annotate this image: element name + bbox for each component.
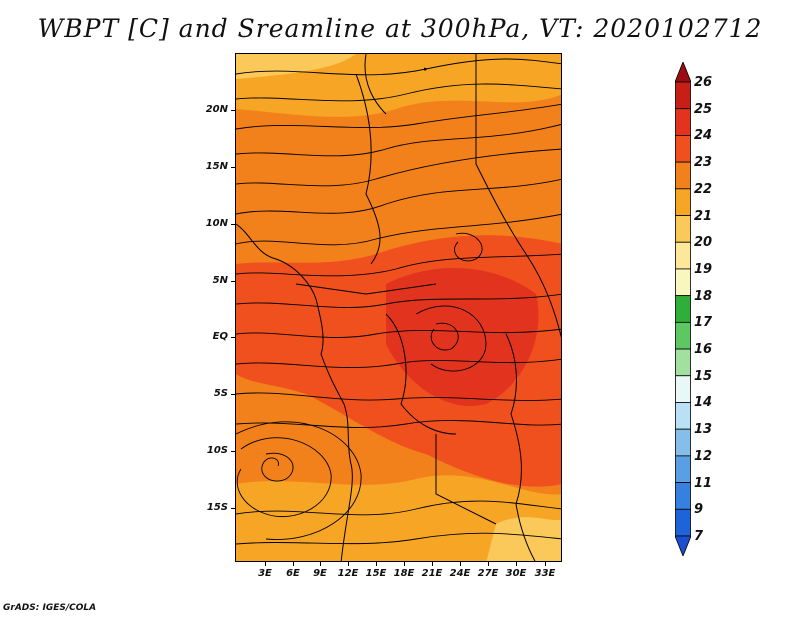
lon-label-21e: 21E: [421, 568, 443, 579]
lon-label-33e: 33E: [534, 568, 556, 579]
colorbar-label: 25: [694, 101, 713, 117]
colorbar-label: 15: [694, 368, 713, 384]
lon-label-24e: 24E: [449, 568, 471, 579]
colorbar-label: 23: [694, 155, 713, 171]
lat-tick: [231, 281, 235, 282]
colorbar-label: 9: [694, 502, 704, 518]
lon-label-9e: 9E: [313, 568, 327, 579]
colorbar-segment: [675, 215, 691, 243]
lat-label-20n: 20N: [205, 104, 228, 115]
lon-tick: [460, 562, 461, 566]
colorbar-segment: [675, 268, 691, 297]
lon-tick: [376, 562, 377, 566]
colorbar-label: 19: [694, 261, 713, 277]
wbpt-band-21-south: [236, 475, 561, 561]
colorbar-segment: [675, 508, 691, 537]
colorbar-bottom-arrow: [675, 535, 691, 556]
lon-tick: [348, 562, 349, 566]
colorbar-label: 16: [694, 342, 713, 358]
colorbar-label: 11: [694, 475, 713, 491]
lat-label-10s: 10S: [206, 445, 228, 456]
lon-tick: [432, 562, 433, 566]
lon-label-30e: 30E: [505, 568, 527, 579]
lon-label-6e: 6E: [286, 568, 300, 579]
colorbar-segment: [675, 482, 691, 510]
lon-label-27e: 27E: [477, 568, 499, 579]
lon-tick: [265, 562, 266, 566]
lon-tick: [516, 562, 517, 566]
map-title: WBPT [C] and Sreamline at 300hPa, VT: 20…: [37, 14, 763, 43]
lon-tick: [320, 562, 321, 566]
streamlines: [236, 58, 561, 545]
colorbar-label: 12: [694, 448, 713, 464]
colorbar-segment: [675, 188, 691, 216]
lon-label-3e: 3E: [258, 568, 272, 579]
colorbar-segment: [675, 455, 691, 483]
colorbar-segment: [675, 295, 691, 323]
lon-tick: [293, 562, 294, 566]
lon-label-15e: 15E: [365, 568, 387, 579]
wbpt-band-20-south: [486, 517, 561, 561]
lat-tick: [231, 224, 235, 225]
colorbar-segment: [675, 348, 691, 377]
lat-tick: [231, 508, 235, 509]
wbpt-band-24: [386, 267, 539, 406]
colorbar-segment: [675, 428, 691, 457]
lat-label-15n: 15N: [205, 161, 228, 172]
lon-label-12e: 12E: [337, 568, 359, 579]
colorbar-segment: [675, 241, 691, 270]
map-plot-area[interactable]: [235, 53, 562, 562]
colorbar-segment: [675, 321, 691, 350]
colorbar-label: 14: [694, 395, 713, 411]
lat-tick: [231, 110, 235, 111]
colorbar-segment: [675, 135, 691, 163]
colorbar-segment: [675, 108, 691, 136]
country-boundaries: [236, 54, 561, 561]
lat-tick: [231, 451, 235, 452]
credit-text: GrADS: IGES/COLA: [3, 603, 97, 613]
colorbar-label: 26: [694, 75, 713, 90]
lat-label-5s: 5S: [213, 388, 228, 399]
lon-label-18e: 18E: [393, 568, 415, 579]
colorbar-label: 21: [694, 208, 713, 224]
lat-tick: [231, 394, 235, 395]
wbpt-band-21-north: [236, 54, 561, 117]
lat-label-15s: 15S: [206, 502, 228, 513]
lat-tick: [231, 337, 235, 338]
colorbar-label: 7: [694, 529, 704, 544]
colorbar-segment: [675, 161, 691, 190]
wbpt-field: [236, 54, 561, 561]
lon-tick: [404, 562, 405, 566]
lon-tick: [545, 562, 546, 566]
lon-tick: [488, 562, 489, 566]
wbpt-band-20-north: [236, 54, 356, 79]
colorbar-label: 17: [694, 315, 713, 331]
colorbar-label: 18: [694, 288, 713, 304]
colorbar-segment: [675, 375, 691, 403]
colorbar-segment: [675, 81, 691, 110]
colorbar-segment: [675, 402, 691, 430]
colorbar-label: 13: [694, 422, 713, 438]
lat-label-10n: 10N: [205, 218, 228, 229]
lat-label-5n: 5N: [212, 275, 228, 286]
colorbar-label: 22: [694, 181, 713, 197]
lat-tick: [231, 167, 235, 168]
colorbar: [675, 62, 691, 556]
colorbar-top-arrow: [675, 62, 691, 83]
colorbar-label: 20: [694, 235, 713, 251]
lat-label-eq: EQ: [212, 331, 228, 342]
colorbar-label: 24: [694, 128, 713, 144]
